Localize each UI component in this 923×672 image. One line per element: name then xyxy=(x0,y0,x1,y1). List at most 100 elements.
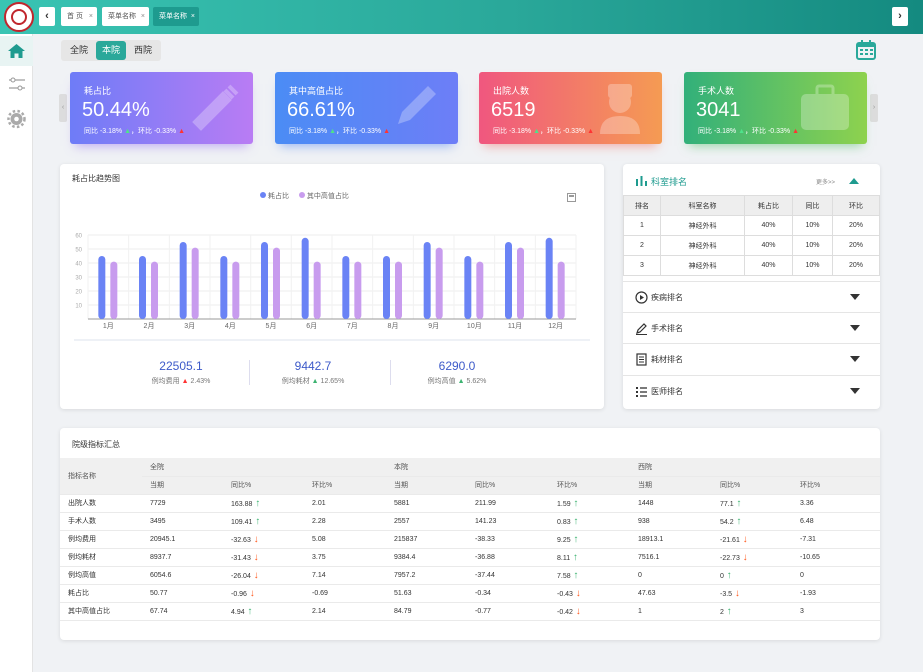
close-icon[interactable]: × xyxy=(140,13,145,20)
cell: -38.33 xyxy=(467,530,549,549)
table-row[interactable]: 例均高值 6054.6 -26.04 ↓ 7.14 7957.2 -37.44 7.58 ↑… xyxy=(60,566,880,585)
indicator-name: 例均耗材 xyxy=(60,548,142,567)
x-tick-label: 4月 xyxy=(225,322,236,330)
kpi-card-cost-ratio[interactable]: 耗占比 50.44% 同比 -3.18% ▲，环比 -0.33% ▲ xyxy=(70,72,253,144)
stat-pct: 12.65% xyxy=(320,378,345,385)
carousel-next-button[interactable]: › xyxy=(870,94,878,122)
cell: -36.88 xyxy=(467,548,549,567)
table-row[interactable]: 1 神经外科 40% 10% 20% xyxy=(623,215,880,236)
tab-menu-1[interactable]: 菜单名称 × xyxy=(102,7,149,26)
close-icon[interactable]: × xyxy=(190,13,195,20)
accordion-disease-ranking[interactable]: 疾病排名 xyxy=(623,281,880,312)
cell-value: 8.11 xyxy=(557,554,571,562)
stat-avg-material: 9442.7 例均耗材 ▲ 12.65% xyxy=(253,359,373,386)
table-row[interactable]: 例均费用 20945.1 -32.63 ↓ 5.08 215837 -38.33 9.25 … xyxy=(60,530,880,549)
bar xyxy=(232,261,240,319)
tab-menu-2[interactable]: 菜单名称 × xyxy=(153,7,199,26)
arrow-up-icon: ▲ xyxy=(792,128,800,135)
table-row[interactable]: 出院人数 7729 163.88 ↑ 2.01 5881 211.99 1.59 ↑ 1448… xyxy=(60,494,880,513)
kpi-yoy: 同比 -3.18% xyxy=(84,128,123,135)
cell-value: -0.34 xyxy=(475,589,491,597)
tab-prev-button[interactable]: ‹ xyxy=(39,7,55,26)
accordion-surgery-ranking[interactable]: 手术排名 xyxy=(623,312,880,343)
arrow-up-icon: ↑ xyxy=(733,497,742,509)
accordion-material-ranking[interactable]: 耗材排名 xyxy=(623,343,880,374)
table-row[interactable]: 手术人数 3495 109.41 ↑ 2.28 2557 141.23 0.83 ↑ 938 5… xyxy=(60,512,880,531)
bar xyxy=(517,247,524,319)
cell-value: 1.59 xyxy=(557,500,571,508)
cell-value: -26.04 xyxy=(231,572,251,580)
stat-value: 6290.0 xyxy=(438,359,476,373)
table-row[interactable]: 3 神经外科 40% 10% 20% xyxy=(623,255,880,276)
table-row[interactable]: 2 神经外科 40% 10% 20% xyxy=(623,235,880,256)
stat-label: 例均费用 ▲ 2.43% xyxy=(121,376,241,386)
cell: 6054.6 xyxy=(142,566,223,585)
col-yoy: 同比% xyxy=(223,476,304,495)
x-tick-label: 1月 xyxy=(103,322,114,330)
carousel-prev-button[interactable]: ‹ xyxy=(59,94,67,122)
cell-value: 18913.1 xyxy=(638,535,664,543)
tab-next-button[interactable]: › xyxy=(892,7,908,26)
chevron-down-icon[interactable] xyxy=(850,356,860,362)
cell-value: 9384.4 xyxy=(394,553,416,561)
cell: -0.69 xyxy=(304,584,386,603)
scope-this-option[interactable]: 本院 xyxy=(96,41,126,60)
chevron-down-icon[interactable] xyxy=(850,294,860,300)
sidebar-item-home[interactable] xyxy=(0,36,33,66)
calendar-icon[interactable] xyxy=(856,40,876,60)
group-all: 全院 xyxy=(142,458,386,477)
arrow-down-icon: ↓ xyxy=(250,551,259,563)
stat-pct: 5.62% xyxy=(466,378,487,385)
scope-west-option[interactable]: 西院 xyxy=(133,45,152,55)
cell: 141.23 xyxy=(467,512,549,531)
sidebar-item-settings[interactable] xyxy=(0,104,33,134)
cell: 2 xyxy=(623,235,661,256)
arrow-up-icon: ↑ xyxy=(723,605,732,617)
kpi-card-discharged[interactable]: 出院人数 6519 同比 -3.18% ▲，环比 -0.33% ▲ xyxy=(479,72,662,144)
arrow-up-icon: ▲ xyxy=(587,128,595,135)
trend-panel: 耗占比趋势图 耗占比 其中高值占比 10 20 30 40 50 60 1月 2月 3月 4月 5月… xyxy=(60,164,604,409)
cell-value: -0.77 xyxy=(475,607,491,615)
cell-value: -37.44 xyxy=(475,571,495,579)
kpi-card-surgery[interactable]: 手术人数 3041 同比 -3.18% ▲，环比 -0.33% ▲ xyxy=(684,72,867,144)
scope-all-option[interactable]: 全院 xyxy=(69,45,88,55)
arrow-up-icon: ↑ xyxy=(570,569,579,581)
cell-value: 7.58 xyxy=(557,572,571,580)
kpi-title: 出院人数 xyxy=(493,86,530,96)
cell: 2.01 xyxy=(304,494,386,513)
cell: -22.73 ↓ xyxy=(712,548,792,567)
table-row[interactable]: 耗占比 50.77 -0.96 ↓ -0.69 51.63 -0.34 -0.43 ↓ 47.… xyxy=(60,584,880,603)
chevron-down-icon[interactable] xyxy=(850,388,860,394)
y-tick-label: 50 xyxy=(75,248,82,254)
sidebar-item-filter[interactable] xyxy=(0,69,33,99)
cell: 9384.4 xyxy=(386,548,467,567)
summary-subheader-row: 当期 同比% 环比% 当期 同比% 环比% 当期 同比% 环比% xyxy=(60,476,880,495)
save-image-icon[interactable] xyxy=(567,193,576,202)
bar xyxy=(545,237,553,319)
cell-value: 7516.1 xyxy=(638,553,660,561)
cell: 20% xyxy=(832,215,880,236)
x-tick-label: 8月 xyxy=(388,322,399,330)
col-yoy: 同比% xyxy=(712,476,792,495)
chevron-up-icon[interactable] xyxy=(849,178,859,184)
tab-home[interactable]: 首 页 × xyxy=(61,7,97,26)
cell-value: 1448 xyxy=(638,499,654,507)
x-tick-label: 2月 xyxy=(144,322,155,330)
close-icon[interactable]: × xyxy=(88,13,93,20)
cell: 1 xyxy=(630,602,712,621)
table-row[interactable]: 例均耗材 8937.7 -31.43 ↓ 3.75 9384.4 -36.88 8.11 ↑… xyxy=(60,548,880,567)
cell: -7.31 xyxy=(792,530,880,549)
arrow-up-icon: ▲ xyxy=(311,378,319,385)
bar xyxy=(505,242,512,319)
x-tick-label: 3月 xyxy=(184,322,195,330)
kpi-card-high-value-ratio[interactable]: 其中高值占比 66.61% 同比 -3.18% ▲，环比 -0.33% ▲ xyxy=(275,72,458,144)
dept-ranking-panel: 科室排名 更多>> 排名 科室名称 耗占比 同比 环比 1 神经外科 40% 10% 2… xyxy=(623,164,880,409)
cell: -0.34 xyxy=(467,584,549,603)
accordion-doctor-ranking[interactable]: 医师排名 xyxy=(623,375,880,406)
more-link[interactable]: 更多>> xyxy=(816,180,836,186)
bar xyxy=(139,256,146,319)
chevron-down-icon[interactable] xyxy=(850,325,860,331)
cell: 10% xyxy=(792,215,833,236)
ranking-icon xyxy=(636,176,647,186)
table-row[interactable]: 其中高值占比 67.74 4.94 ↑ 2.14 84.79 -0.77 -0.42 ↓ 1 2… xyxy=(60,602,880,621)
